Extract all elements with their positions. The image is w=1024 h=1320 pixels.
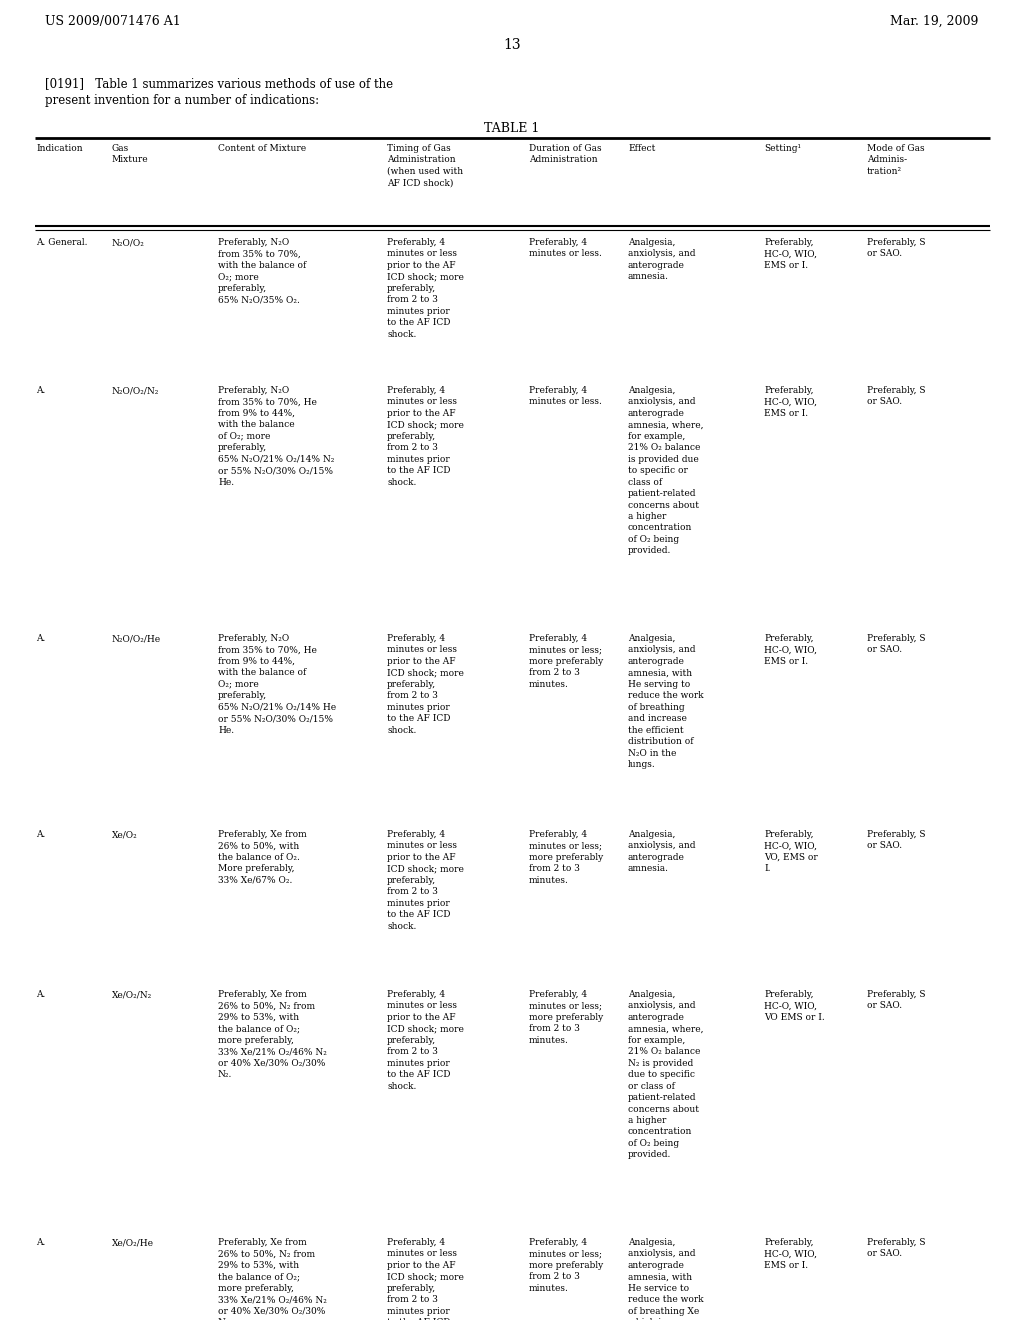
Text: Duration of Gas
Administration: Duration of Gas Administration [529, 144, 602, 165]
Text: Preferably, 4
minutes or less;
more preferably
from 2 to 3
minutes.: Preferably, 4 minutes or less; more pref… [529, 634, 603, 689]
Text: present invention for a number of indications:: present invention for a number of indica… [45, 94, 319, 107]
Text: N₂O/O₂: N₂O/O₂ [112, 238, 144, 247]
Text: N₂O/O₂/He: N₂O/O₂/He [112, 634, 161, 643]
Text: Xe/O₂/N₂: Xe/O₂/N₂ [112, 990, 153, 999]
Text: Preferably, S
or SAO.: Preferably, S or SAO. [867, 830, 926, 850]
Text: Xe/O₂/He: Xe/O₂/He [112, 1238, 154, 1247]
Text: Analgesia,
anxiolysis, and
anterograde
amnesia, with
He service to
reduce the wo: Analgesia, anxiolysis, and anterograde a… [628, 1238, 703, 1320]
Text: Preferably,
HC-O, WIO,
EMS or I.: Preferably, HC-O, WIO, EMS or I. [764, 238, 817, 269]
Text: Preferably,
HC-O, WIO,
VO, EMS or
I.: Preferably, HC-O, WIO, VO, EMS or I. [764, 830, 818, 874]
Text: Preferably, S
or SAO.: Preferably, S or SAO. [867, 238, 926, 259]
Text: Preferably, 4
minutes or less
prior to the AF
ICD shock; more
preferably,
from 2: Preferably, 4 minutes or less prior to t… [387, 238, 464, 339]
Text: Preferably, 4
minutes or less
prior to the AF
ICD shock; more
preferably,
from 2: Preferably, 4 minutes or less prior to t… [387, 990, 464, 1090]
Text: Mode of Gas
Adminis-
tration²: Mode of Gas Adminis- tration² [867, 144, 925, 176]
Text: Analgesia,
anxiolysis, and
anterograde
amnesia, where,
for example,
21% O₂ balan: Analgesia, anxiolysis, and anterograde a… [628, 990, 703, 1159]
Text: Preferably, N₂O
from 35% to 70%, He
from 9% to 44%,
with the balance
of O₂; more: Preferably, N₂O from 35% to 70%, He from… [218, 385, 335, 487]
Text: [0191]   Table 1 summarizes various methods of use of the: [0191] Table 1 summarizes various method… [45, 77, 393, 90]
Text: Preferably, 4
minutes or less.: Preferably, 4 minutes or less. [529, 385, 602, 407]
Text: Preferably, S
or SAO.: Preferably, S or SAO. [867, 634, 926, 655]
Text: Preferably, S
or SAO.: Preferably, S or SAO. [867, 385, 926, 407]
Text: Preferably, 4
minutes or less.: Preferably, 4 minutes or less. [529, 238, 602, 259]
Text: Preferably, Xe from
26% to 50%, with
the balance of O₂.
More preferably,
33% Xe/: Preferably, Xe from 26% to 50%, with the… [218, 830, 307, 884]
Text: Preferably, 4
minutes or less;
more preferably
from 2 to 3
minutes.: Preferably, 4 minutes or less; more pref… [529, 990, 603, 1045]
Text: Preferably, S
or SAO.: Preferably, S or SAO. [867, 990, 926, 1010]
Text: Analgesia,
anxiolysis, and
anterograde
amnesia.: Analgesia, anxiolysis, and anterograde a… [628, 238, 695, 281]
Text: Preferably, N₂O
from 35% to 70%, He
from 9% to 44%,
with the balance of
O₂; more: Preferably, N₂O from 35% to 70%, He from… [218, 634, 336, 735]
Text: A.: A. [36, 385, 45, 395]
Text: Indication: Indication [36, 144, 83, 153]
Text: A.: A. [36, 990, 45, 999]
Text: A. General.: A. General. [36, 238, 87, 247]
Text: Xe/O₂: Xe/O₂ [112, 830, 138, 840]
Text: Analgesia,
anxiolysis, and
anterograde
amnesia, with
He serving to
reduce the wo: Analgesia, anxiolysis, and anterograde a… [628, 634, 703, 770]
Text: Preferably, Xe from
26% to 50%, N₂ from
29% to 53%, with
the balance of O₂;
more: Preferably, Xe from 26% to 50%, N₂ from … [218, 990, 327, 1080]
Text: N₂O/O₂/N₂: N₂O/O₂/N₂ [112, 385, 160, 395]
Text: US 2009/0071476 A1: US 2009/0071476 A1 [45, 15, 181, 28]
Text: Preferably, 4
minutes or less
prior to the AF
ICD shock; more
preferably,
from 2: Preferably, 4 minutes or less prior to t… [387, 1238, 464, 1320]
Text: Preferably, 4
minutes or less
prior to the AF
ICD shock; more
preferably,
from 2: Preferably, 4 minutes or less prior to t… [387, 385, 464, 487]
Text: A.: A. [36, 830, 45, 840]
Text: Timing of Gas
Administration
(when used with
AF ICD shock): Timing of Gas Administration (when used … [387, 144, 463, 187]
Text: Preferably, S
or SAO.: Preferably, S or SAO. [867, 1238, 926, 1258]
Text: Analgesia,
anxiolysis, and
anterograde
amnesia.: Analgesia, anxiolysis, and anterograde a… [628, 830, 695, 874]
Text: Preferably,
HC-O, WIO,
EMS or I.: Preferably, HC-O, WIO, EMS or I. [764, 385, 817, 418]
Text: Gas
Mixture: Gas Mixture [112, 144, 148, 165]
Text: 13: 13 [503, 38, 521, 51]
Text: Preferably, Xe from
26% to 50%, N₂ from
29% to 53%, with
the balance of O₂;
more: Preferably, Xe from 26% to 50%, N₂ from … [218, 1238, 327, 1320]
Text: Effect: Effect [628, 144, 655, 153]
Text: TABLE 1: TABLE 1 [484, 121, 540, 135]
Text: Preferably,
HC-O, WIO,
EMS or I.: Preferably, HC-O, WIO, EMS or I. [764, 634, 817, 665]
Text: Preferably, 4
minutes or less
prior to the AF
ICD shock; more
preferably,
from 2: Preferably, 4 minutes or less prior to t… [387, 830, 464, 931]
Text: Preferably,
HC-O, WIO,
VO EMS or I.: Preferably, HC-O, WIO, VO EMS or I. [764, 990, 824, 1022]
Text: Analgesia,
anxiolysis, and
anterograde
amnesia, where,
for example,
21% O₂ balan: Analgesia, anxiolysis, and anterograde a… [628, 385, 703, 556]
Text: Content of Mixture: Content of Mixture [218, 144, 306, 153]
Text: Preferably, 4
minutes or less;
more preferably
from 2 to 3
minutes.: Preferably, 4 minutes or less; more pref… [529, 830, 603, 884]
Text: A.: A. [36, 1238, 45, 1247]
Text: Setting¹: Setting¹ [764, 144, 801, 153]
Text: A.: A. [36, 634, 45, 643]
Text: Preferably,
HC-O, WIO,
EMS or I.: Preferably, HC-O, WIO, EMS or I. [764, 1238, 817, 1270]
Text: Preferably, 4
minutes or less;
more preferably
from 2 to 3
minutes.: Preferably, 4 minutes or less; more pref… [529, 1238, 603, 1292]
Text: Preferably, 4
minutes or less
prior to the AF
ICD shock; more
preferably,
from 2: Preferably, 4 minutes or less prior to t… [387, 634, 464, 735]
Text: Mar. 19, 2009: Mar. 19, 2009 [890, 15, 978, 28]
Text: Preferably, N₂O
from 35% to 70%,
with the balance of
O₂; more
preferably,
65% N₂: Preferably, N₂O from 35% to 70%, with th… [218, 238, 306, 304]
